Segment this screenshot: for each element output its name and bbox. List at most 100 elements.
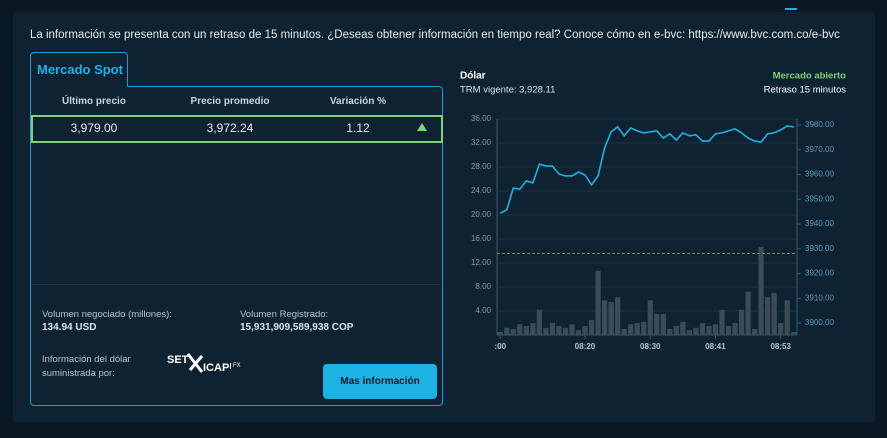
registered-value: 15,931,909,589,938 COP — [240, 322, 354, 333]
volume-bar — [758, 246, 764, 335]
y-tick-label: 20.00 — [471, 210, 492, 219]
y-tick-label: 4.00 — [475, 306, 491, 315]
volume-bar — [725, 326, 732, 335]
volume-bar — [621, 329, 627, 335]
avg-price: 3,972.24 — [206, 121, 254, 135]
volume-bar — [641, 321, 647, 335]
y-tick-label: 32.00 — [471, 138, 492, 147]
y-tick-label: 12.00 — [471, 258, 492, 267]
volume-bar — [556, 326, 562, 335]
volume-bar — [608, 302, 614, 335]
volume-bar — [497, 332, 503, 335]
volume-bar — [791, 332, 797, 335]
y2-tick-label: 3980.00 — [805, 120, 834, 129]
y-tick-label: 8.00 — [475, 282, 491, 291]
volume-bar — [536, 309, 542, 335]
logo-fx: FX — [230, 363, 241, 369]
x-tick-label: :00 — [494, 342, 506, 351]
x-tick-label: 08:41 — [705, 342, 726, 351]
volume-bar — [595, 270, 601, 335]
y-tick-label: 36.00 — [471, 114, 492, 123]
volume-bar — [510, 329, 516, 335]
last-price: 3,979.00 — [70, 121, 118, 135]
y2-tick-label: 3940.00 — [805, 219, 834, 228]
volume-bar — [778, 323, 784, 335]
provider-label: Información del dólar suministrada por: — [42, 354, 131, 379]
market-status: Mercado abierto — [773, 71, 847, 82]
volume-bar — [738, 309, 745, 335]
volume-bar — [667, 329, 673, 335]
y-tick-label: 28.00 — [471, 162, 492, 171]
volume-bar — [784, 300, 790, 335]
up-arrow — [417, 123, 427, 131]
y-tick-label: 16.00 — [471, 234, 492, 243]
tab[interactable]: Mercado Spot — [30, 52, 128, 87]
volume-bar — [543, 327, 549, 335]
y2-tick-label: 3910.00 — [805, 293, 834, 302]
notice: La información se presenta con un retras… — [30, 29, 840, 41]
volume-bar — [569, 324, 575, 335]
volume-bar — [752, 329, 758, 335]
chart-subtitle: TRM vigente: 3,928.11 — [460, 85, 555, 96]
y2-tick-label: 3960.00 — [805, 170, 834, 179]
volume-bar — [654, 314, 660, 335]
spot-panel — [30, 86, 443, 406]
volume-bar — [732, 323, 738, 335]
volume-bar — [660, 314, 666, 335]
data-row — [31, 115, 443, 143]
x-tick-label: 08:30 — [640, 342, 661, 351]
volume-bar — [634, 323, 640, 335]
column-header: Variación % — [329, 96, 387, 107]
volume-bar — [686, 330, 692, 335]
volume-bar — [680, 321, 686, 335]
volume-bar — [693, 327, 699, 335]
volume-bar — [745, 291, 751, 335]
card — [13, 12, 875, 422]
volume-bar — [549, 323, 556, 335]
x-tick-label: 08:53 — [770, 342, 791, 351]
volume-bar — [504, 327, 510, 335]
volume-bar — [628, 324, 634, 335]
volume-value: 134.94 USD — [42, 322, 97, 333]
volume-bar — [765, 297, 771, 335]
price-line — [499, 125, 794, 214]
more-info-button[interactable]: Mas información — [323, 364, 437, 399]
volume-bar — [712, 324, 719, 335]
volume-bar — [562, 327, 569, 335]
y2-tick-label: 3970.00 — [805, 145, 834, 154]
volume-bar — [647, 300, 653, 335]
volume-label: Volumen negociado (millones): — [42, 309, 172, 320]
variation: 1.12 — [346, 121, 370, 135]
volume-bar — [771, 293, 777, 335]
delay-note: Retraso 15 minutos — [764, 85, 847, 96]
volume-bar — [588, 320, 595, 335]
volume-bar — [673, 326, 679, 335]
chart-title: Dólar — [460, 71, 486, 82]
volume-bar — [706, 326, 712, 335]
volume-bar — [530, 323, 536, 335]
y2-tick-label: 3930.00 — [805, 244, 834, 253]
y2-tick-label: 3900.00 — [805, 318, 834, 327]
column-header: Precio promedio — [190, 96, 270, 107]
column-header: Último precio — [62, 96, 126, 107]
y2-tick-label: 3950.00 — [805, 194, 834, 203]
volume-bar — [615, 297, 621, 335]
volume-bar — [719, 309, 725, 335]
volume-bar — [523, 326, 529, 335]
volume-bar — [517, 324, 523, 335]
y2-tick-label: 3920.00 — [805, 269, 834, 278]
logo-icap: ICAP — [203, 362, 230, 374]
logo-mark — [186, 353, 204, 373]
divider — [31, 284, 441, 285]
volume-bar — [699, 323, 706, 335]
volume-bar — [582, 326, 588, 335]
accent — [785, 8, 797, 10]
logo-set: SET — [167, 354, 189, 366]
registered-label: Volumen Registrado: — [240, 309, 329, 320]
volume-bar — [602, 300, 608, 335]
x-tick-label: 08:20 — [575, 342, 596, 351]
volume-bar — [575, 330, 582, 335]
y-tick-label: 24.00 — [471, 186, 492, 195]
